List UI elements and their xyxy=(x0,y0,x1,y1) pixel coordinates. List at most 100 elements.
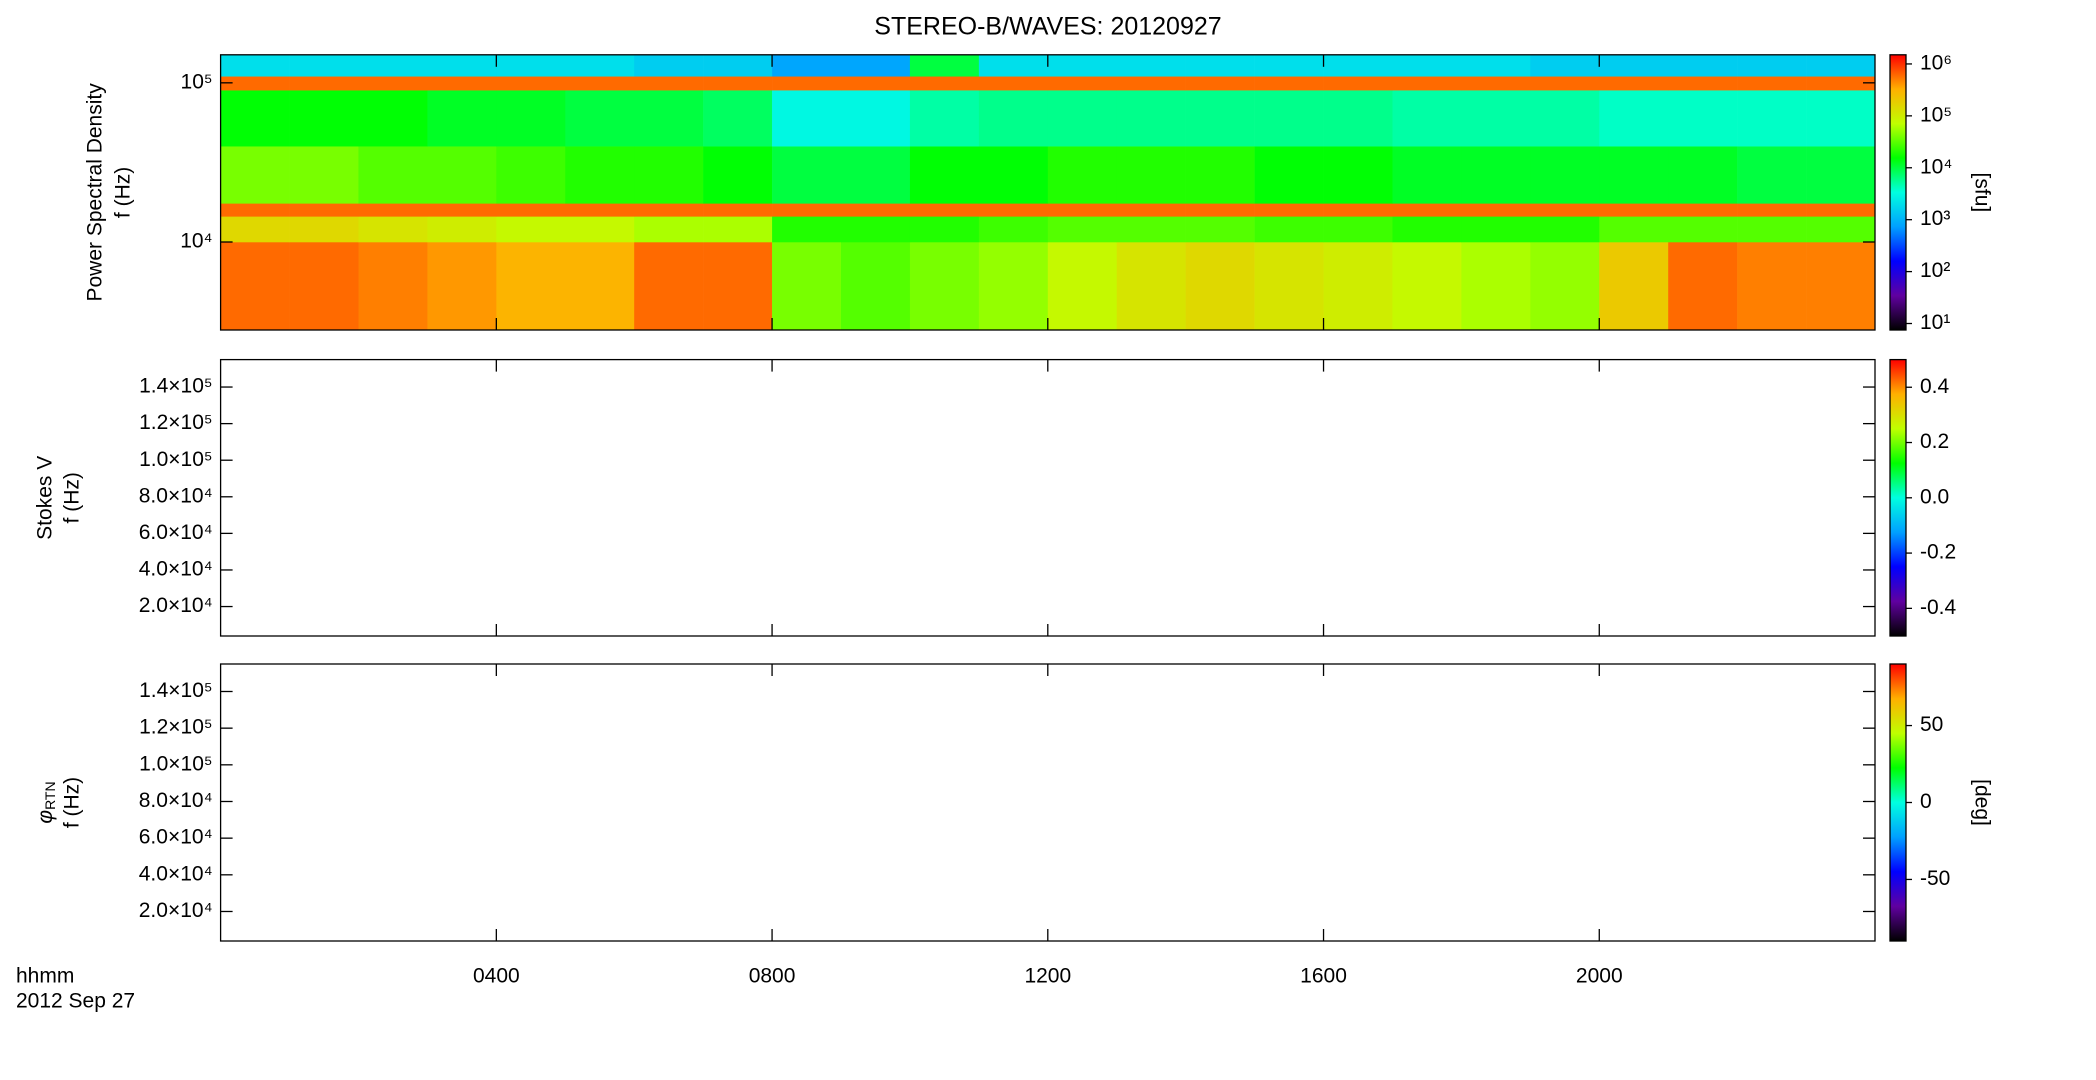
heatmap-cell xyxy=(978,54,1049,77)
heatmap-cell xyxy=(220,242,290,331)
heatmap-cell xyxy=(1737,242,1807,331)
y-tick-label: 4.0×10⁴ xyxy=(139,862,213,885)
y-tick-label: 6.0×10⁴ xyxy=(139,521,213,544)
heatmap-cell xyxy=(1668,76,1738,91)
heatmap-cell xyxy=(703,216,773,243)
heatmap-cell xyxy=(1047,203,1118,217)
heatmap-cell xyxy=(1185,54,1255,77)
heatmap-cell xyxy=(1392,76,1462,91)
y-tick-label: 8.0×10⁴ xyxy=(139,484,213,507)
y-axis-label: f (Hz) xyxy=(61,472,84,523)
heatmap-cell xyxy=(1254,54,1324,77)
heatmap-cell xyxy=(427,90,497,147)
heatmap-cell xyxy=(634,146,704,204)
heatmap-cell xyxy=(634,216,704,243)
heatmap-cell xyxy=(1461,242,1531,331)
heatmap-cell xyxy=(1599,242,1669,331)
heatmap-cell xyxy=(1461,216,1531,243)
y-tick-label: 2.0×10⁴ xyxy=(139,594,213,617)
heatmap-cell xyxy=(978,90,1049,147)
heatmap-cell xyxy=(289,216,359,243)
heatmap-cell xyxy=(565,76,635,91)
heatmap-cell xyxy=(634,242,704,331)
heatmap-cell xyxy=(1254,76,1324,91)
x-tick-label: 0800 xyxy=(749,965,796,988)
heatmap-cell xyxy=(358,146,428,204)
y-tick-label: 2.0×10⁴ xyxy=(139,899,213,922)
y-axis-symbol: φ xyxy=(34,810,57,824)
heatmap-cell xyxy=(1530,216,1600,243)
heatmap-cell xyxy=(1116,54,1186,77)
heatmap-cell xyxy=(1806,216,1876,243)
heatmap-cell xyxy=(909,54,980,77)
colorbar-tick-label: 10² xyxy=(1920,259,1950,282)
heatmap-cell xyxy=(1047,90,1118,147)
heatmap-cell xyxy=(358,76,428,91)
heatmap-cell xyxy=(1185,216,1255,243)
heatmap-cell xyxy=(772,242,842,331)
heatmap-cell xyxy=(1323,90,1393,147)
heatmap-cell xyxy=(1737,216,1807,243)
heatmap-cell xyxy=(1392,216,1462,243)
colorbar-tick-label: 0.0 xyxy=(1920,485,1949,508)
colorbar-tick-label: -0.4 xyxy=(1920,596,1957,619)
heatmap-cell xyxy=(1254,242,1324,331)
heatmap-cell xyxy=(909,203,980,217)
plot-frame xyxy=(219,663,1876,942)
heatmap-cell xyxy=(358,203,428,217)
heatmap-cell xyxy=(1668,90,1738,147)
heatmap-cell xyxy=(1806,146,1876,204)
heatmap-cell xyxy=(1530,242,1600,331)
heatmap-cell xyxy=(772,76,842,91)
y-tick-label: 1.0×10⁵ xyxy=(139,448,213,471)
heatmap-cell xyxy=(1323,146,1393,204)
heatmap-cell xyxy=(289,54,359,77)
colorbar-tick-label: 0 xyxy=(1920,790,1932,813)
colorbar xyxy=(1889,663,1907,942)
heatmap-cell xyxy=(703,203,773,217)
heatmap-cell xyxy=(565,90,635,147)
x-tick-label: 2000 xyxy=(1576,965,1623,988)
x-tick-label: 1200 xyxy=(1024,965,1071,988)
heatmap-cell xyxy=(565,146,635,204)
colorbar-tick-label: 10⁴ xyxy=(1920,155,1952,178)
heatmap-cell xyxy=(703,146,773,204)
heatmap-cell xyxy=(1185,146,1255,204)
heatmap-cell xyxy=(978,242,1049,331)
heatmap-cell xyxy=(1323,203,1393,217)
heatmap-cell xyxy=(1323,242,1393,331)
heatmap-cell xyxy=(1047,242,1118,331)
heatmap-cell xyxy=(1599,146,1669,204)
heatmap-cell xyxy=(978,216,1049,243)
heatmap-cell xyxy=(565,203,635,217)
y-tick-label: 1.0×10⁵ xyxy=(139,752,213,775)
colorbar xyxy=(1889,358,1907,637)
heatmap-cell xyxy=(841,242,911,331)
heatmap-cell xyxy=(1254,146,1324,204)
colorbar-label: [sfu] xyxy=(1970,173,1993,213)
heatmap-cell xyxy=(220,216,290,243)
heatmap-cell xyxy=(358,216,428,243)
x-axis-header: hhmm xyxy=(16,965,74,988)
heatmap-cell xyxy=(1116,76,1186,91)
heatmap-cell xyxy=(978,76,1049,91)
heatmap-cell xyxy=(909,146,980,204)
heatmap-cell xyxy=(841,90,911,147)
colorbar-tick-label: -0.2 xyxy=(1920,541,1956,564)
heatmap-cell xyxy=(1047,146,1118,204)
heatmap-cell xyxy=(1806,203,1876,217)
heatmap-cell xyxy=(289,90,359,147)
heatmap-cell xyxy=(1530,90,1600,147)
heatmap-cell xyxy=(1392,242,1462,331)
heatmap-cell xyxy=(220,90,290,147)
heatmap-cell xyxy=(220,203,290,217)
y-tick-label: 1.2×10⁵ xyxy=(139,716,213,739)
heatmap-cell xyxy=(427,76,497,91)
heatmap-cell xyxy=(1599,203,1669,217)
y-tick-label: 8.0×10⁴ xyxy=(139,789,213,812)
heatmap-cell xyxy=(427,203,497,217)
heatmap-cell xyxy=(1116,242,1186,331)
heatmap-cell xyxy=(703,76,773,91)
heatmap-cell xyxy=(1668,203,1738,217)
heatmap-cell xyxy=(1047,76,1118,91)
